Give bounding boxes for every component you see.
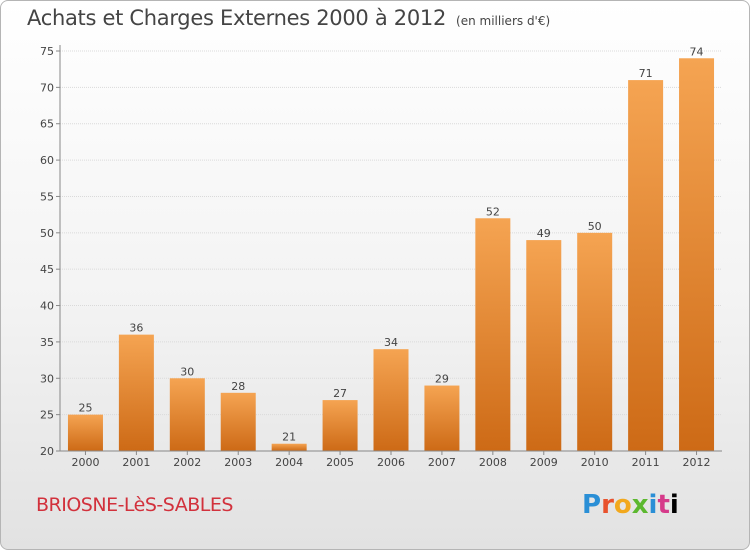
- x-tick-label: 2002: [173, 456, 201, 469]
- logo-letter: x: [631, 490, 649, 520]
- proxiti-logo: Proxiti: [582, 490, 679, 520]
- bar-value-label: 28: [231, 380, 245, 393]
- y-tick-label: 20: [40, 445, 54, 458]
- x-axis: 2000 2001 2002 2003 2004 2005 2006 2007 2008 2009…: [71, 451, 711, 469]
- y-tick-label: 70: [40, 81, 54, 94]
- bar: [679, 58, 715, 451]
- bar: [475, 218, 511, 451]
- x-tick-label: 2004: [275, 456, 303, 469]
- bar: [118, 334, 154, 451]
- y-tick-label: 40: [40, 300, 54, 313]
- bar-value-label: 29: [435, 373, 449, 386]
- bar: [628, 80, 664, 451]
- chart-subtitle: (en milliers d'€): [456, 14, 551, 28]
- logo-letter: t: [657, 490, 670, 520]
- bar-value-label: 25: [78, 402, 92, 415]
- y-tick-label: 45: [40, 263, 54, 276]
- bar: [271, 443, 307, 451]
- logo-letter: i: [648, 490, 658, 520]
- bar-value-label: 52: [486, 205, 500, 218]
- x-tick-label: 2000: [71, 456, 99, 469]
- x-tick-label: 2003: [224, 456, 252, 469]
- bar: [322, 400, 358, 451]
- logo-letter: i: [669, 490, 679, 520]
- x-tick-label: 2001: [122, 456, 150, 469]
- bar-value-label: 74: [690, 45, 704, 58]
- chart-title-text: Achats et Charges Externes 2000 à 2012: [27, 6, 447, 30]
- axis-lines: [59, 45, 722, 452]
- x-tick-label: 2010: [581, 456, 609, 469]
- bar: [169, 378, 205, 451]
- bar: [577, 232, 613, 451]
- logo-letter: P: [582, 490, 602, 520]
- bar-value-label: 50: [588, 220, 602, 233]
- x-tick-label: 2008: [479, 456, 507, 469]
- x-tick-label: 2007: [428, 456, 456, 469]
- y-tick-label: 65: [40, 118, 54, 131]
- bar-value-label: 71: [639, 67, 653, 80]
- y-tick-label: 50: [40, 227, 54, 240]
- bar-value-label: 34: [384, 336, 398, 349]
- x-tick-label: 2012: [683, 456, 711, 469]
- bar: [220, 392, 256, 451]
- y-tick-label: 25: [40, 409, 54, 422]
- x-tick-label: 2009: [530, 456, 558, 469]
- city-name: BRIOSNE-LèS-SABLES: [36, 494, 233, 516]
- bar: [373, 349, 409, 451]
- y-tick-label: 60: [40, 154, 54, 167]
- y-tick-label: 55: [40, 190, 54, 203]
- y-tick-label: 30: [40, 372, 54, 385]
- x-tick-label: 2006: [377, 456, 405, 469]
- bar-value-label: 30: [180, 365, 194, 378]
- logo-letter: r: [601, 490, 614, 520]
- bar: [67, 414, 103, 451]
- y-tick-label: 75: [40, 45, 54, 58]
- bar-value-label: 49: [537, 227, 551, 240]
- bar-value-label: 21: [282, 431, 296, 444]
- bar-value-label: 27: [333, 387, 347, 400]
- x-tick-label: 2005: [326, 456, 354, 469]
- bar: [526, 240, 562, 451]
- chart-title: Achats et Charges Externes 2000 à 2012 (e…: [27, 6, 550, 30]
- bar: [424, 385, 460, 451]
- bar-value-label: 36: [129, 322, 143, 335]
- x-tick-label: 2011: [632, 456, 660, 469]
- y-tick-label: 35: [40, 336, 54, 349]
- bars: 25 36 30 28 21 27 34 29 52 49 50 71 74: [67, 45, 715, 451]
- y-axis: 20 25 30 35 40 45 50 55 60 65 70 75: [40, 45, 60, 458]
- logo-letter: o: [613, 490, 632, 520]
